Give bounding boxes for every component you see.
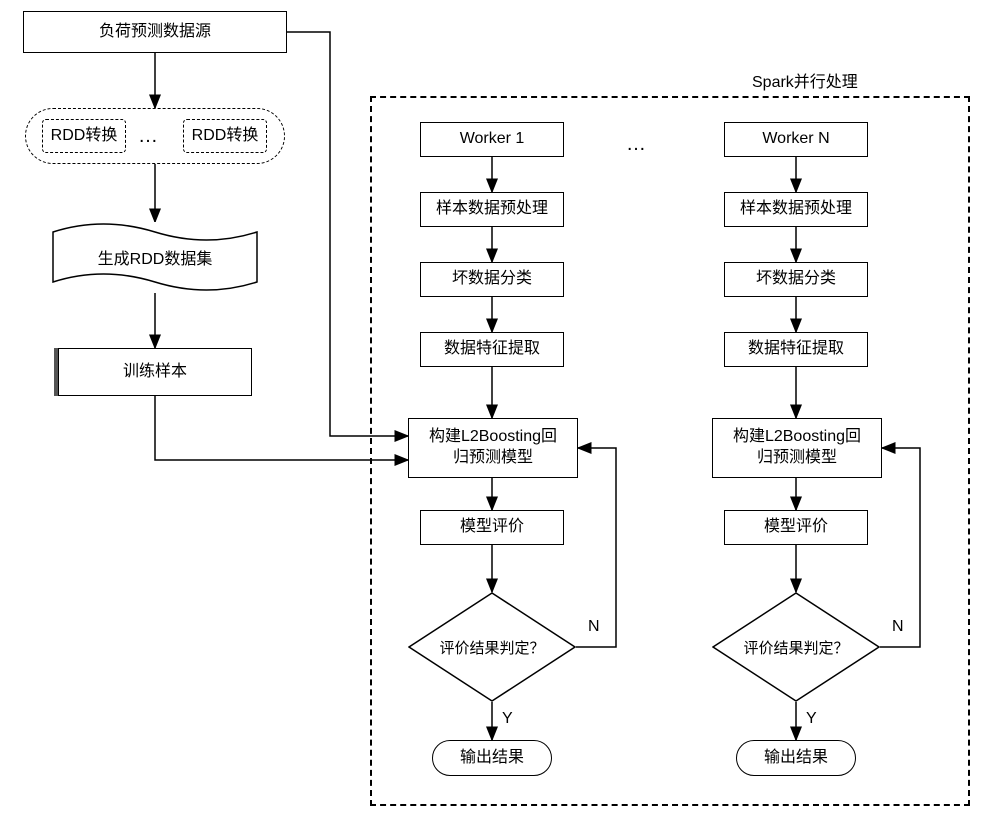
rdd-convert-1: RDD转换 — [42, 119, 126, 153]
workerN-feat: 数据特征提取 — [748, 339, 844, 360]
workerN-judge: 评价结果判定？ — [743, 637, 848, 658]
train-sample-label: 训练样本 — [123, 362, 187, 383]
worker1-badclass-box: 坏数据分类 — [420, 262, 564, 297]
workerN-pre-box: 样本数据预处理 — [724, 192, 868, 227]
worker1-title: Worker 1 — [460, 129, 525, 150]
workerN-model-box: 构建L2Boosting回 归预测模型 — [712, 418, 882, 478]
workerN-title: Worker N — [762, 129, 829, 150]
worker1-pre: 样本数据预处理 — [436, 199, 548, 220]
worker1-badclass: 坏数据分类 — [452, 269, 532, 290]
worker1-model-box: 构建L2Boosting回 归预测模型 — [408, 418, 578, 478]
data-source-box: 负荷预测数据源 — [23, 11, 287, 53]
worker1-model: 构建L2Boosting回 归预测模型 — [429, 427, 557, 469]
worker1-n-label: N — [588, 618, 600, 636]
rdd-convert-2-label: RDD转换 — [192, 126, 259, 147]
rdd-convert-2: RDD转换 — [183, 119, 267, 153]
workerN-pre: 样本数据预处理 — [740, 199, 852, 220]
spark-title: Spark并行处理 — [752, 68, 858, 92]
workerN-eval-box: 模型评价 — [724, 510, 868, 545]
workerN-badclass: 坏数据分类 — [756, 269, 836, 290]
worker1-eval-box: 模型评价 — [420, 510, 564, 545]
gen-rdd-doc: 生成RDD数据集 — [52, 222, 258, 292]
worker1-pre-box: 样本数据预处理 — [420, 192, 564, 227]
worker1-judge: 评价结果判定？ — [439, 637, 544, 658]
workers-ellipsis: … — [626, 133, 651, 156]
data-source-label: 负荷预测数据源 — [99, 22, 211, 43]
worker1-feat: 数据特征提取 — [444, 339, 540, 360]
workerN-title-box: Worker N — [724, 122, 868, 157]
worker1-eval: 模型评价 — [460, 517, 524, 538]
workerN-n-label: N — [892, 618, 904, 636]
workerN-y-label: Y — [806, 710, 817, 728]
worker1-judge-diamond: 评价结果判定？ — [408, 592, 576, 702]
worker1-feat-box: 数据特征提取 — [420, 332, 564, 367]
workerN-out-box: 输出结果 — [736, 740, 856, 776]
workerN-badclass-box: 坏数据分类 — [724, 262, 868, 297]
workerN-feat-box: 数据特征提取 — [724, 332, 868, 367]
workerN-model: 构建L2Boosting回 归预测模型 — [733, 427, 861, 469]
workerN-eval: 模型评价 — [764, 517, 828, 538]
worker1-out: 输出结果 — [460, 748, 524, 769]
train-sample-box: 训练样本 — [58, 348, 252, 396]
workerN-out: 输出结果 — [764, 748, 828, 769]
worker1-y-label: Y — [502, 710, 513, 728]
rdd-convert-1-label: RDD转换 — [51, 126, 118, 147]
rdd-ellipsis: … — [138, 125, 160, 148]
worker1-title-box: Worker 1 — [420, 122, 564, 157]
worker1-out-box: 输出结果 — [432, 740, 552, 776]
workerN-judge-diamond: 评价结果判定？ — [712, 592, 880, 702]
gen-rdd-label: 生成RDD数据集 — [98, 245, 213, 269]
